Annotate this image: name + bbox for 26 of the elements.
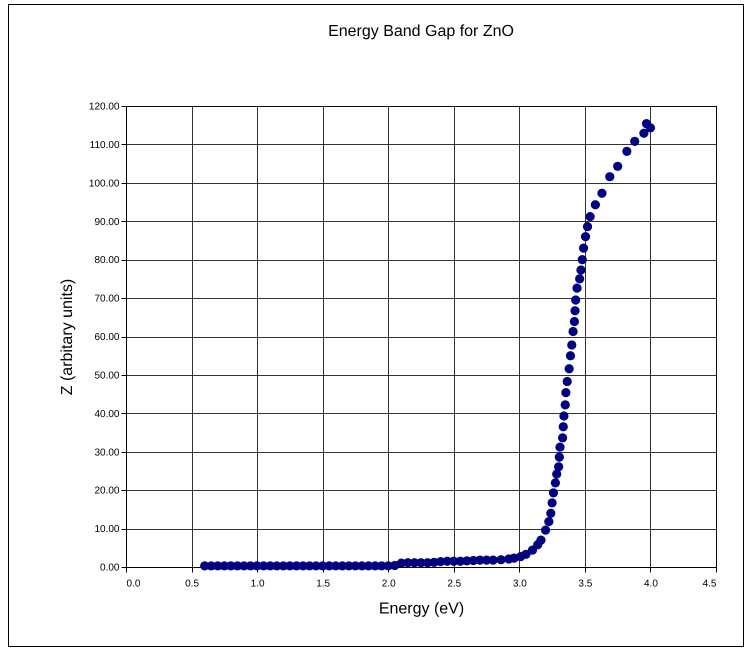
x-tick-label: 3.5 [578, 578, 593, 590]
x-tick-label: 1.5 [316, 578, 331, 590]
x-tick-label: 4.0 [644, 578, 658, 590]
x-tick-label: 3.0 [512, 578, 528, 590]
y-tick-label: 0.00 [100, 562, 120, 574]
y-tick-label: 90.00 [94, 216, 120, 228]
y-tick-label: 70.00 [94, 294, 120, 305]
y-tick-label: 20.00 [94, 486, 120, 497]
x-tick-label: 2.0 [382, 578, 396, 590]
y-tick-label: 50.00 [94, 370, 120, 382]
x-tick-label: 1.0 [250, 578, 265, 590]
y-tick-label: 120.00 [88, 102, 120, 112]
x-axis-title: Energy (eV) [378, 600, 464, 618]
y-axis-title: Z (arbitary units) [58, 278, 76, 396]
chart-title: Energy Band Gap for ZnO [328, 23, 514, 40]
x-tick-label: 0.5 [185, 578, 200, 590]
x-tick-label: 4.5 [702, 578, 717, 590]
y-tick-label: 30.00 [94, 447, 120, 458]
y-tick-label: 40.00 [94, 408, 120, 420]
y-tick-label: 60.00 [94, 332, 120, 343]
y-tick-label: 80.00 [94, 255, 120, 266]
x-tick-label: 0.0 [126, 578, 141, 590]
x-tick-label: 2.5 [447, 578, 462, 590]
y-tick-label: 110.00 [90, 140, 120, 151]
y-tick-label: 100.00 [88, 178, 120, 190]
y-tick-label: 10.00 [94, 524, 120, 536]
